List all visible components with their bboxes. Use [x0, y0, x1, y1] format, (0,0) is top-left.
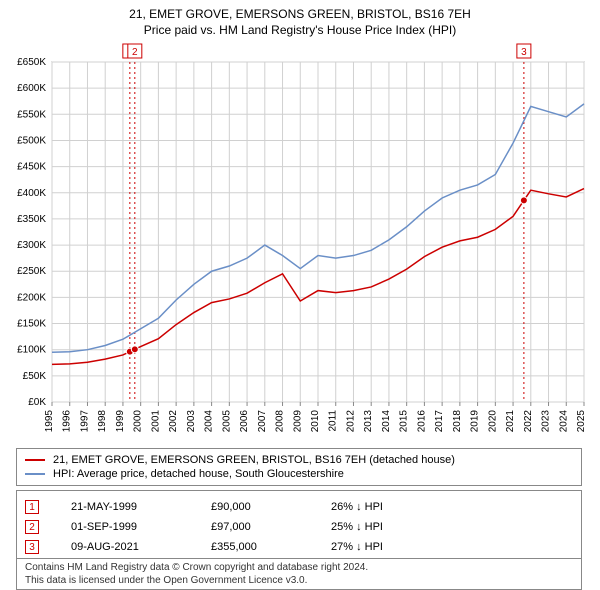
svg-text:2022: 2022 [523, 410, 534, 433]
svg-text:2006: 2006 [239, 410, 250, 433]
attribution-line: This data is licensed under the Open Gov… [25, 574, 573, 587]
event-date: 21-MAY-1999 [71, 501, 191, 513]
event-delta: 25% ↓ HPI [331, 521, 431, 533]
event-delta: 26% ↓ HPI [331, 501, 431, 513]
legend-row: HPI: Average price, detached house, Sout… [25, 467, 573, 481]
svg-text:2010: 2010 [310, 410, 321, 433]
svg-text:2007: 2007 [257, 410, 268, 433]
legend: 21, EMET GROVE, EMERSONS GREEN, BRISTOL,… [16, 448, 582, 486]
svg-text:2012: 2012 [345, 410, 356, 433]
svg-text:1995: 1995 [44, 410, 55, 433]
svg-text:1999: 1999 [115, 410, 126, 433]
svg-text:2005: 2005 [221, 410, 232, 433]
svg-text:2004: 2004 [204, 410, 215, 433]
svg-text:2000: 2000 [133, 410, 144, 433]
svg-text:£150K: £150K [17, 319, 46, 330]
svg-text:2: 2 [132, 47, 138, 58]
svg-text:£250K: £250K [17, 266, 46, 277]
legend-swatch [25, 473, 45, 475]
svg-text:2009: 2009 [292, 410, 303, 433]
chart-title: 21, EMET GROVE, EMERSONS GREEN, BRISTOL,… [0, 0, 600, 23]
svg-text:£300K: £300K [17, 240, 46, 251]
svg-text:1998: 1998 [97, 410, 108, 433]
svg-text:£550K: £550K [17, 109, 46, 120]
svg-text:2014: 2014 [381, 410, 392, 433]
event-date: 09-AUG-2021 [71, 541, 191, 553]
event-price: £90,000 [211, 501, 311, 513]
svg-text:£200K: £200K [17, 292, 46, 303]
svg-text:2025: 2025 [576, 410, 587, 433]
attribution-line: Contains HM Land Registry data © Crown c… [25, 561, 573, 574]
attribution: Contains HM Land Registry data © Crown c… [16, 558, 582, 590]
svg-text:2015: 2015 [399, 410, 410, 433]
svg-text:£450K: £450K [17, 162, 46, 173]
svg-text:£0K: £0K [28, 397, 46, 408]
legend-swatch [25, 459, 45, 461]
svg-text:£500K: £500K [17, 135, 46, 146]
event-row: 2 01-SEP-1999 £97,000 25% ↓ HPI [25, 517, 573, 537]
events-table: 1 21-MAY-1999 £90,000 26% ↓ HPI 2 01-SEP… [16, 490, 582, 564]
event-marker: 2 [25, 520, 39, 534]
svg-text:£400K: £400K [17, 188, 46, 199]
svg-text:2011: 2011 [328, 410, 339, 432]
event-row: 3 09-AUG-2021 £355,000 27% ↓ HPI [25, 537, 573, 557]
svg-text:£600K: £600K [17, 83, 46, 94]
chart-subtitle: Price paid vs. HM Land Registry's House … [0, 23, 600, 37]
chart-svg: £0K £50K £100K £150K £200K £250K £300K £350K £40… [0, 42, 600, 442]
svg-text:2013: 2013 [363, 410, 374, 433]
svg-text:1996: 1996 [62, 410, 73, 433]
legend-row: 21, EMET GROVE, EMERSONS GREEN, BRISTOL,… [25, 453, 573, 467]
event-delta: 27% ↓ HPI [331, 541, 431, 553]
event-price: £97,000 [211, 521, 311, 533]
svg-text:2003: 2003 [186, 410, 197, 433]
svg-text:2023: 2023 [541, 410, 552, 433]
legend-label: 21, EMET GROVE, EMERSONS GREEN, BRISTOL,… [53, 454, 455, 466]
svg-text:2002: 2002 [168, 410, 179, 433]
svg-text:£50K: £50K [23, 371, 47, 382]
event-row: 1 21-MAY-1999 £90,000 26% ↓ HPI [25, 497, 573, 517]
svg-text:2018: 2018 [452, 410, 463, 433]
svg-text:2021: 2021 [505, 410, 516, 433]
svg-text:2024: 2024 [558, 410, 569, 433]
event-price: £355,000 [211, 541, 311, 553]
event-marker: 3 [25, 540, 39, 554]
svg-text:2020: 2020 [487, 410, 498, 433]
svg-text:1997: 1997 [79, 410, 90, 433]
svg-text:£350K: £350K [17, 214, 46, 225]
svg-text:2019: 2019 [470, 410, 481, 433]
svg-text:2008: 2008 [275, 410, 286, 433]
svg-text:£100K: £100K [17, 345, 46, 356]
legend-label: HPI: Average price, detached house, Sout… [53, 468, 344, 480]
svg-text:£650K: £650K [17, 57, 46, 68]
event-date: 01-SEP-1999 [71, 521, 191, 533]
svg-text:2016: 2016 [416, 410, 427, 433]
svg-text:2017: 2017 [434, 410, 445, 433]
svg-text:2001: 2001 [150, 410, 161, 433]
svg-text:3: 3 [521, 47, 527, 58]
event-marker: 1 [25, 500, 39, 514]
chart-area: £0K £50K £100K £150K £200K £250K £300K £350K £40… [0, 42, 600, 442]
